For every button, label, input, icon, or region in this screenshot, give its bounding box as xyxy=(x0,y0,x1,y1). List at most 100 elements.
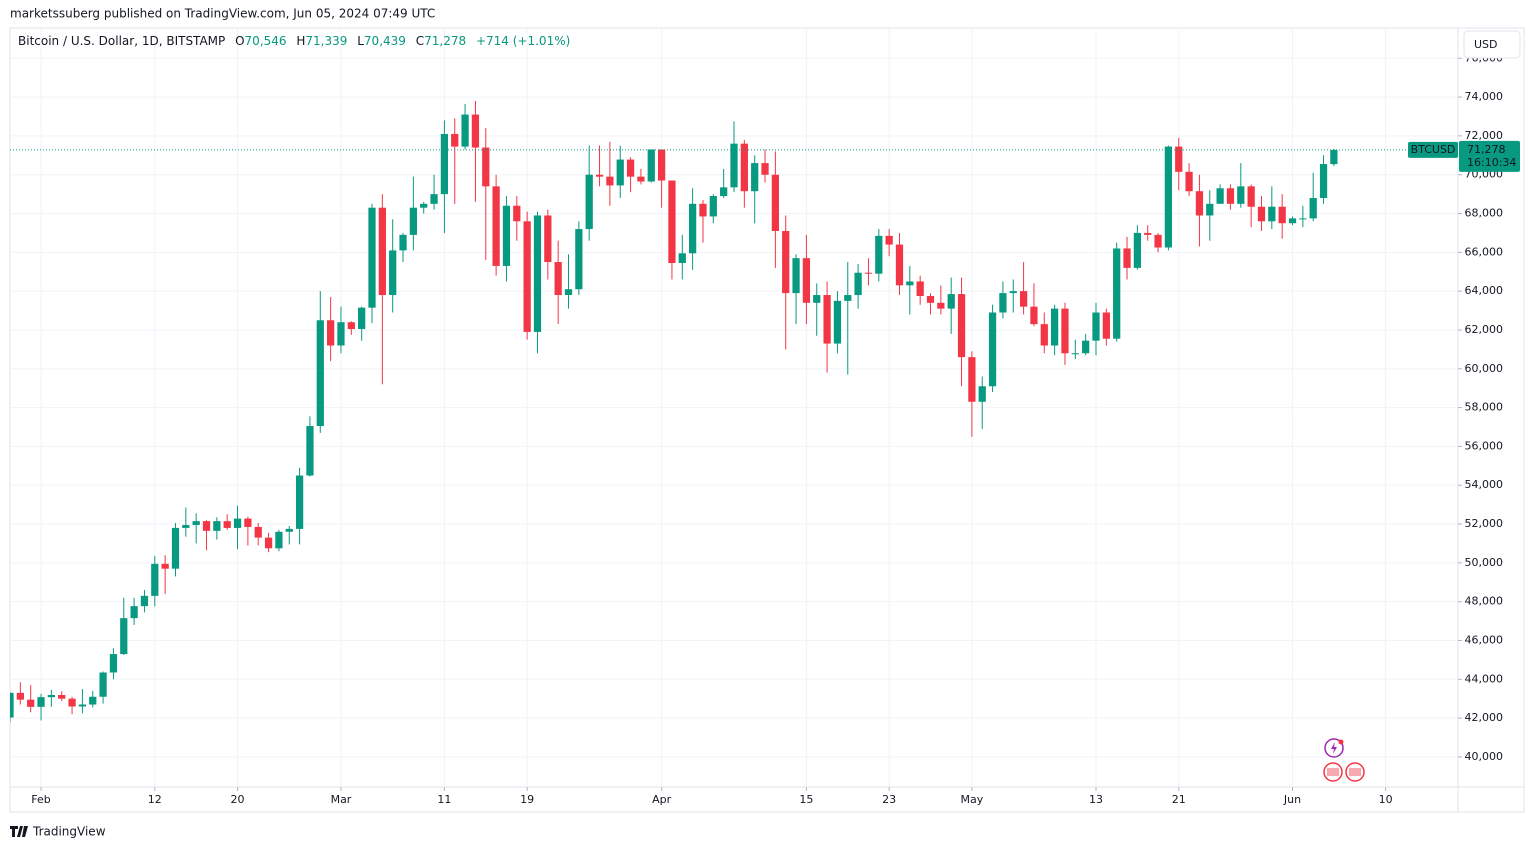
event-dot xyxy=(1338,739,1344,745)
candle-body xyxy=(544,215,552,263)
candle-body xyxy=(492,186,500,266)
candle-body xyxy=(1278,206,1286,224)
y-tick-label: 52,000 xyxy=(1465,517,1504,530)
candle-body xyxy=(1071,353,1079,355)
countdown-label: 16:10:34 xyxy=(1467,156,1516,169)
candle-body xyxy=(1133,232,1141,268)
currency-button[interactable]: USD xyxy=(1463,30,1521,59)
grid xyxy=(10,28,1458,787)
candle-body xyxy=(1226,188,1235,204)
candle-body xyxy=(616,159,624,186)
y-tick-label: 60,000 xyxy=(1465,362,1504,375)
candle-body xyxy=(420,203,428,208)
candle-body xyxy=(699,203,707,217)
last-price-label: 71,278 xyxy=(1467,143,1506,156)
candle-body xyxy=(37,697,45,707)
x-tick-label: 15 xyxy=(799,793,813,806)
candle-body xyxy=(1206,203,1214,216)
symbol-tag xyxy=(1408,141,1458,158)
x-tick-label: 12 xyxy=(148,793,162,806)
x-tick-label: 21 xyxy=(1172,793,1186,806)
candle-body xyxy=(833,300,842,344)
y-tick-label: 64,000 xyxy=(1465,284,1504,297)
y-tick-label: 56,000 xyxy=(1465,439,1504,452)
candle-body xyxy=(161,563,169,569)
candle-body xyxy=(647,149,655,182)
candle-body xyxy=(471,114,480,148)
candle-body xyxy=(823,295,831,344)
candle-body xyxy=(1288,218,1297,224)
currency-label[interactable]: USD xyxy=(1474,38,1498,51)
x-tick-label: Apr xyxy=(652,793,672,806)
candle-body xyxy=(895,244,904,286)
candle-body xyxy=(916,281,924,297)
y-tick-label: 42,000 xyxy=(1465,711,1504,724)
x-tick-label: 11 xyxy=(437,793,451,806)
candle-body xyxy=(1019,291,1028,307)
candle-body xyxy=(1113,248,1121,339)
x-tick-label: 19 xyxy=(520,793,534,806)
candle-body xyxy=(1164,146,1173,248)
event-flag-fill xyxy=(1327,768,1339,776)
candle-body xyxy=(461,114,469,147)
brand-name: TradingView xyxy=(32,825,106,839)
candle-body xyxy=(740,143,748,192)
candle-body xyxy=(1154,234,1162,248)
candle-body xyxy=(120,618,128,655)
candle-body xyxy=(1009,291,1017,294)
candle-body xyxy=(875,235,883,274)
currency-button-box[interactable] xyxy=(1463,30,1521,59)
candle-body xyxy=(1247,186,1255,207)
y-tick-label: 40,000 xyxy=(1465,750,1504,763)
candle-body xyxy=(678,253,686,264)
candle-body xyxy=(89,696,97,705)
candle-body xyxy=(389,250,397,296)
candle-body xyxy=(751,163,759,192)
candle-body xyxy=(626,159,635,177)
candle-body xyxy=(327,320,335,346)
event-icons[interactable] xyxy=(1323,738,1365,782)
candle-body xyxy=(358,307,366,329)
legend-value: 70,439 xyxy=(364,34,406,48)
candle-body xyxy=(502,205,511,266)
candle-body xyxy=(192,521,200,526)
legend-value: 70,546 xyxy=(245,34,287,48)
candle-body xyxy=(451,133,459,147)
candle-body xyxy=(1216,188,1224,204)
candle-body xyxy=(988,312,997,387)
candle-body xyxy=(275,531,283,549)
candle-body xyxy=(1237,186,1245,204)
x-tick-label: 20 xyxy=(231,793,245,806)
x-tick-label: Jun xyxy=(1283,793,1301,806)
candle-body xyxy=(668,180,676,264)
candle-body xyxy=(99,672,107,697)
candle-body xyxy=(368,207,376,308)
y-tick-label: 58,000 xyxy=(1465,401,1504,414)
axes: 40,000 42,000 44,000 46,000 48,000 50,000 52,0… xyxy=(10,51,1520,806)
candle-body xyxy=(999,293,1007,313)
candle-body xyxy=(730,143,738,188)
candle-body xyxy=(844,295,852,301)
candle-body xyxy=(254,526,262,538)
candle-body xyxy=(885,235,893,245)
candle-body xyxy=(585,174,593,230)
candle-body xyxy=(10,692,14,718)
candle-body xyxy=(151,563,159,596)
candle-body xyxy=(1195,191,1204,216)
candle-body xyxy=(802,258,811,303)
candle-body xyxy=(689,203,697,254)
candle-body xyxy=(1175,146,1183,172)
legend-key: C xyxy=(416,34,424,48)
candle-body xyxy=(295,475,304,529)
x-tick-label: 13 xyxy=(1089,793,1103,806)
candle-body xyxy=(1030,306,1038,325)
candle-body xyxy=(771,174,779,231)
candle-body xyxy=(440,133,449,195)
candle-body xyxy=(213,521,221,531)
candle-body xyxy=(58,695,66,699)
chart-frame xyxy=(9,27,1525,813)
candle-body xyxy=(482,147,490,187)
published-line: marketssuberg published on TradingView.c… xyxy=(10,7,435,21)
candle-body xyxy=(595,174,604,177)
